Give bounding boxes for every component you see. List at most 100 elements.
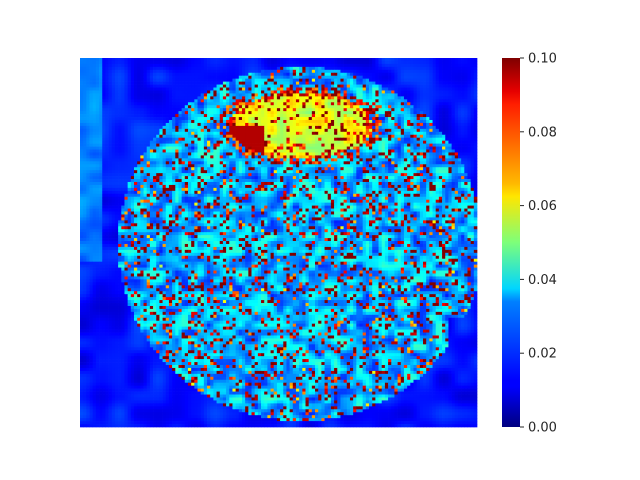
heatmap-cell — [232, 78, 236, 82]
heatmap-cell — [235, 158, 240, 162]
heatmap-cell — [80, 152, 84, 156]
heatmap-cell — [219, 152, 224, 156]
heatmap-cell — [143, 158, 148, 162]
heatmap-cell — [292, 93, 297, 97]
heatmap-cell — [311, 66, 316, 71]
heatmap-cell — [343, 134, 348, 139]
heatmap-cell — [276, 90, 281, 94]
heatmap-cell — [114, 99, 119, 103]
heatmap-cell — [194, 108, 198, 112]
heatmap-cell — [407, 96, 411, 100]
heatmap-cell — [168, 108, 173, 112]
heatmap-cell — [362, 102, 367, 106]
heatmap-cell — [219, 69, 224, 74]
heatmap-cell — [400, 114, 405, 118]
heatmap-cell — [349, 108, 354, 112]
heatmap-cell — [372, 137, 376, 141]
heatmap-cell — [353, 90, 357, 94]
heatmap-cell — [356, 146, 360, 150]
heatmap-cell — [305, 63, 310, 68]
heatmap-cell — [146, 161, 151, 165]
heatmap-cell — [276, 170, 281, 174]
heatmap-cell — [162, 69, 167, 74]
heatmap-cell — [213, 105, 217, 109]
heatmap-cell — [162, 58, 167, 62]
heatmap-cell — [467, 81, 471, 85]
heatmap-cell — [203, 84, 208, 88]
heatmap-cell — [254, 63, 259, 68]
heatmap-cell — [207, 167, 211, 171]
heatmap-cell — [130, 105, 135, 109]
heatmap-cell — [311, 146, 316, 150]
heatmap-cell — [461, 117, 465, 121]
heatmap-cell — [127, 58, 132, 62]
heatmap-cell — [318, 96, 322, 100]
heatmap-cell — [159, 140, 163, 144]
heatmap-cell — [102, 96, 106, 100]
heatmap-cell — [407, 161, 411, 165]
heatmap-cell — [330, 146, 335, 150]
heatmap-cell — [137, 108, 141, 112]
heatmap-cell — [438, 96, 443, 100]
heatmap-cell — [315, 96, 319, 100]
heatmap-cell — [124, 93, 128, 97]
heatmap-cell — [105, 102, 109, 106]
heatmap-cell — [187, 152, 192, 156]
heatmap-cell — [470, 102, 475, 106]
heatmap-cell — [429, 111, 433, 115]
heatmap-cell — [140, 111, 144, 115]
heatmap-cell — [292, 158, 297, 162]
heatmap-cell — [419, 149, 424, 153]
heatmap-cell — [216, 63, 221, 68]
heatmap-cell — [375, 99, 379, 103]
heatmap-cell — [184, 90, 189, 94]
heatmap-cell — [432, 167, 437, 171]
heatmap-cell — [184, 131, 189, 136]
heatmap-cell — [210, 108, 214, 112]
heatmap-cell — [235, 78, 240, 82]
heatmap-cell — [219, 146, 224, 150]
heatmap-cell — [187, 128, 192, 133]
heatmap-cell — [369, 90, 373, 94]
heatmap-cell — [416, 108, 421, 112]
heatmap-cell — [140, 96, 144, 100]
heatmap-cell — [197, 72, 202, 77]
heatmap-cell — [238, 72, 243, 77]
heatmap-cell — [337, 143, 341, 147]
heatmap-cell — [92, 137, 97, 141]
heatmap-cell — [391, 60, 395, 65]
heatmap-cell — [394, 63, 398, 68]
heatmap-cell — [99, 87, 103, 91]
heatmap-cell — [416, 149, 421, 153]
heatmap-cell — [184, 122, 189, 127]
heatmap-cell — [311, 158, 316, 162]
heatmap-cell — [384, 87, 389, 91]
heatmap-cell — [337, 84, 341, 88]
heatmap-cell — [207, 128, 211, 133]
heatmap-cell — [286, 114, 290, 118]
heatmap-cell — [89, 66, 94, 71]
heatmap-cell — [257, 117, 262, 121]
heatmap-cell — [102, 155, 106, 159]
heatmap-cell — [222, 78, 227, 82]
heatmap-cell — [146, 134, 151, 139]
heatmap-cell — [248, 170, 252, 174]
heatmap-cell — [445, 155, 449, 159]
heatmap-cell — [216, 108, 221, 112]
heatmap-cell — [80, 87, 84, 91]
heatmap-cell — [470, 58, 475, 62]
heatmap-cell — [219, 131, 224, 136]
heatmap-cell — [124, 58, 128, 62]
heatmap-cell — [121, 122, 125, 127]
heatmap-cell — [108, 158, 113, 162]
heatmap-cell — [146, 114, 151, 118]
heatmap-cell — [289, 111, 294, 115]
heatmap-cell — [375, 158, 379, 162]
heatmap-cell — [435, 173, 440, 177]
heatmap-cell — [381, 128, 386, 133]
heatmap-cell — [413, 164, 418, 168]
heatmap-cell — [251, 105, 256, 109]
heatmap-cell — [238, 143, 243, 147]
heatmap-cell — [159, 128, 163, 133]
heatmap-cell — [442, 131, 446, 136]
